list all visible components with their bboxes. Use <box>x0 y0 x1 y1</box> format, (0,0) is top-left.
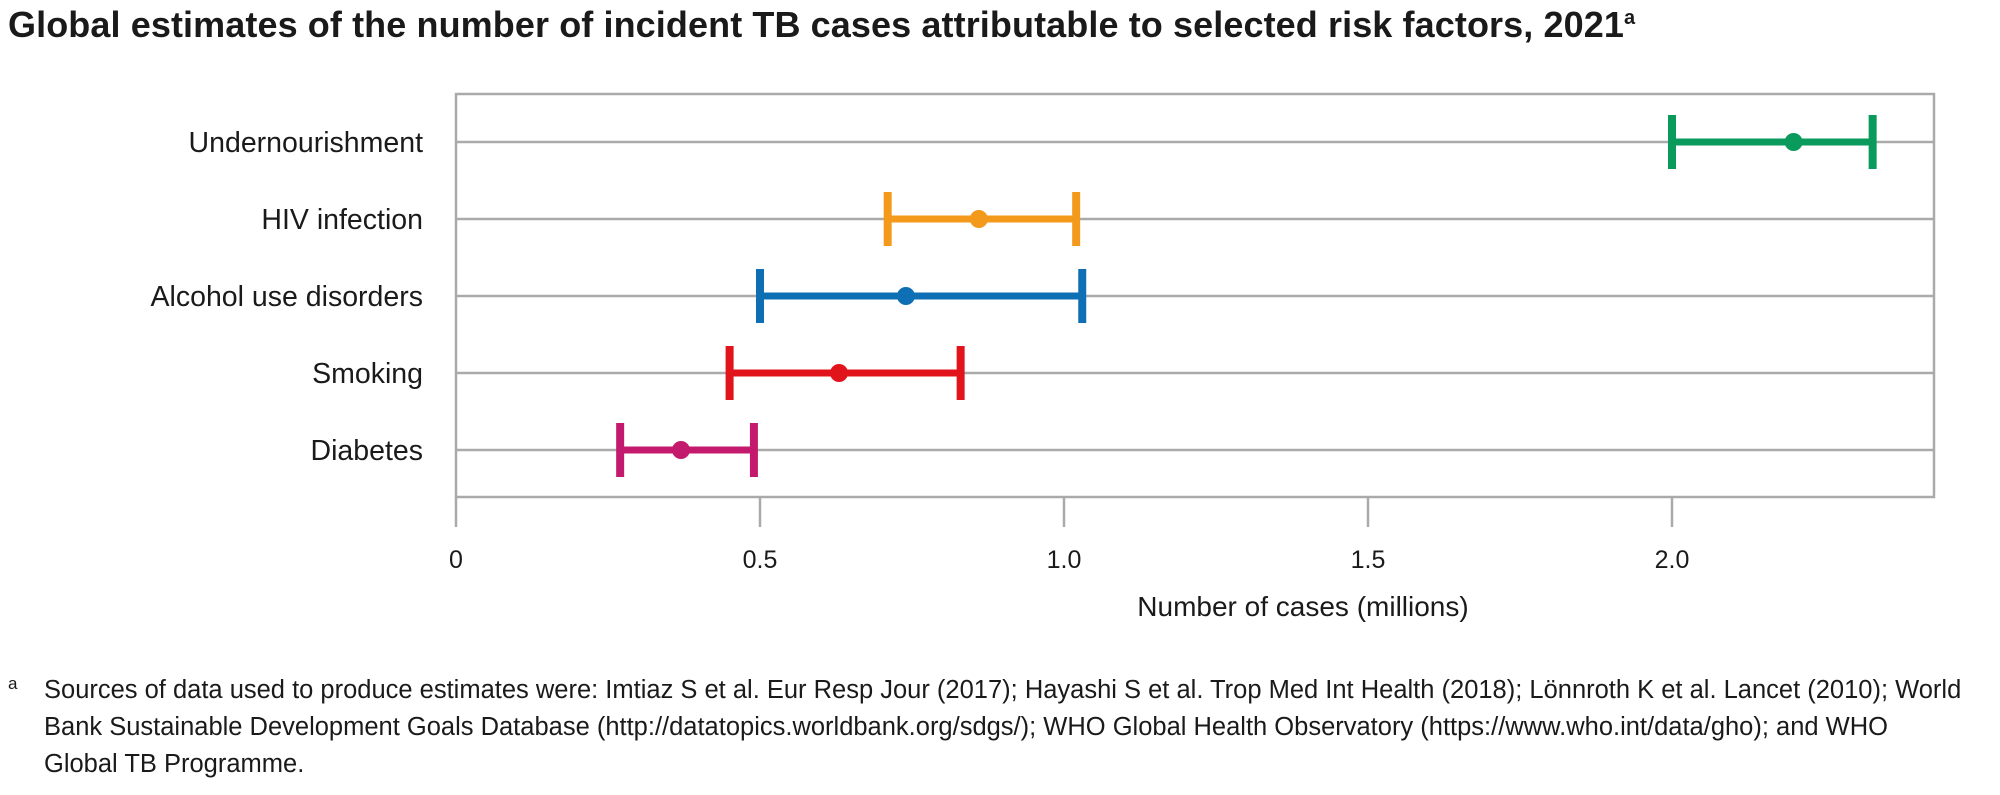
category-label: Smoking <box>312 358 423 390</box>
chart-title: Global estimates of the number of incide… <box>8 4 1635 46</box>
error-bar-hiv-infection <box>883 192 1081 246</box>
x-tick-label: 2.0 <box>1655 546 1690 574</box>
category-label: Alcohol use disorders <box>151 281 423 313</box>
x-axis-title: Number of cases (millions) <box>1137 591 1468 622</box>
x-tick-label: 1.0 <box>1047 546 1082 574</box>
chart-plot: Undernourishment HIV infection Alcohol use… <box>151 92 1936 622</box>
best-estimate-point <box>896 287 915 305</box>
category-labels: Undernourishment HIV infection Alcohol use… <box>151 127 424 467</box>
x-tick-label: 0 <box>449 546 463 574</box>
x-tick-label: 0.5 <box>743 546 778 574</box>
footnote-text: Sources of data used to produce estimate… <box>44 676 1962 778</box>
chart-title-text: Global estimates of the number of incide… <box>8 4 1624 45</box>
best-estimate-point <box>671 441 690 459</box>
error-bars <box>616 115 1877 477</box>
title-footnote-marker: a <box>1623 7 1636 29</box>
category-label: Undernourishment <box>189 127 424 159</box>
x-axis-ticks: 0 0.5 1.0 1.5 2.0 <box>449 497 1689 574</box>
category-label: Diabetes <box>311 435 423 467</box>
x-tick-label: 1.5 <box>1351 546 1386 574</box>
error-bar-diabetes <box>616 423 758 477</box>
best-estimate-point <box>969 210 988 228</box>
error-bar-undernourishment <box>1668 115 1877 169</box>
footnote-marker: a <box>8 674 18 693</box>
error-bar-smoking <box>725 346 965 400</box>
best-estimate-point <box>1784 133 1803 151</box>
best-estimate-point <box>830 364 849 382</box>
gridlines <box>456 140 1934 452</box>
error-bar-alcohol-use-disorders <box>756 269 1087 323</box>
category-label: HIV infection <box>261 204 423 236</box>
